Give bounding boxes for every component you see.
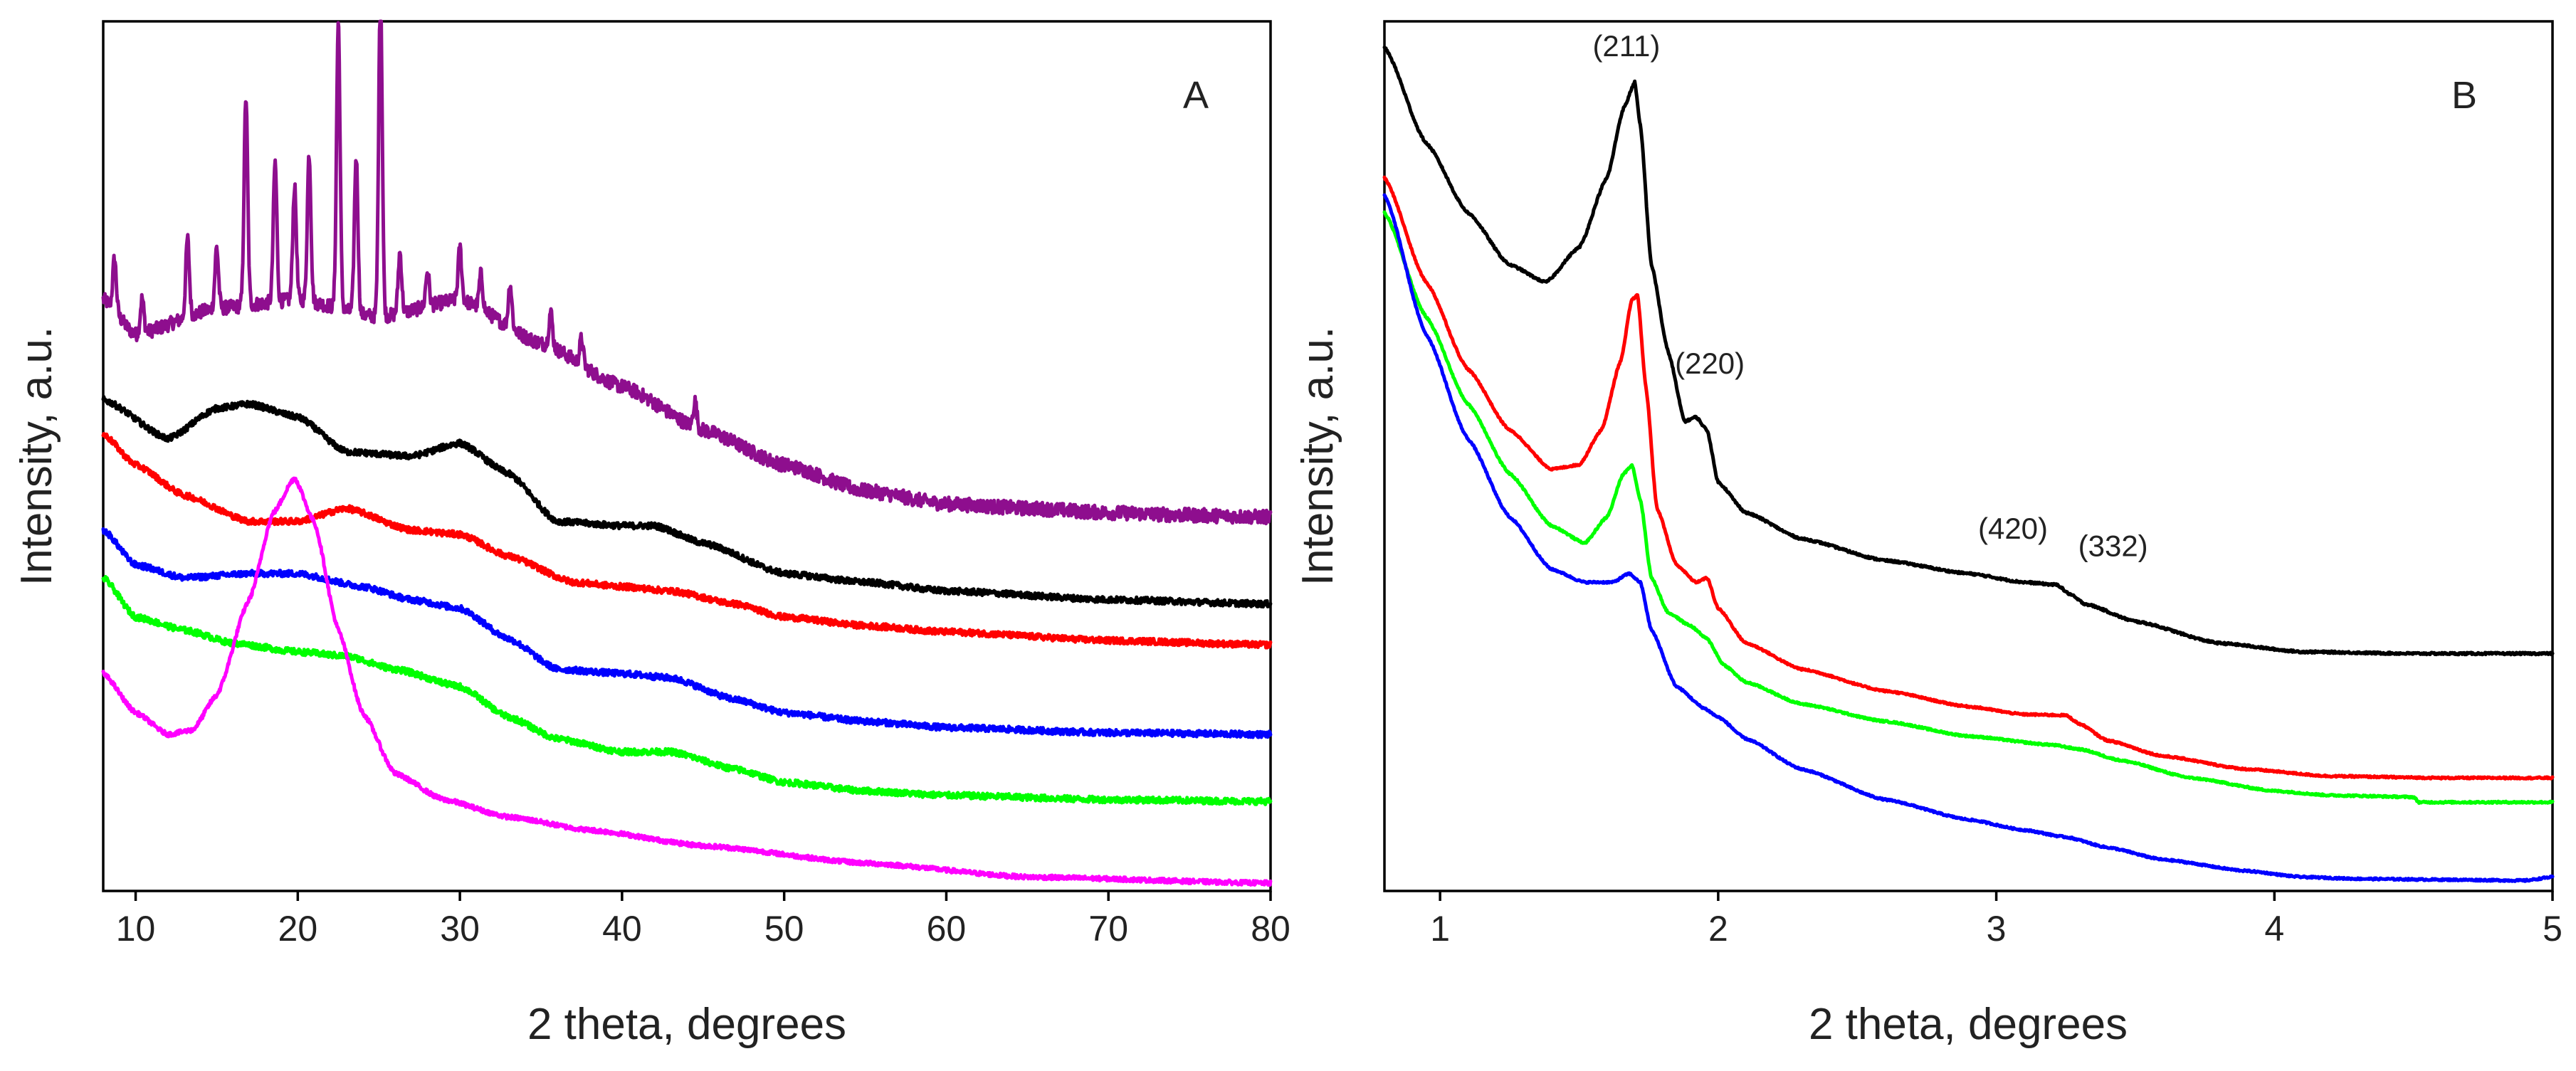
panel-b-series-red bbox=[1382, 175, 2555, 781]
panel-b-x-tick-label: 1 bbox=[1430, 909, 1450, 949]
panel-b-x-tick-label: 2 bbox=[1708, 909, 1728, 949]
panel-a-y-axis-title: Intensity, a.u. bbox=[12, 327, 61, 586]
panel-b-peak-label: (420) bbox=[1978, 512, 2048, 545]
panel-b-plot-frame bbox=[1383, 20, 2554, 892]
panel-a-series-magenta bbox=[101, 476, 1273, 887]
panel-a-x-tick-label: 80 bbox=[1251, 909, 1290, 949]
panel-b-letter: B bbox=[2451, 74, 2477, 117]
panel-b-x-tick-label: 5 bbox=[2543, 909, 2562, 949]
panel-a-x-tick-label: 30 bbox=[440, 909, 480, 949]
panel-a-series-blue bbox=[101, 527, 1273, 739]
panel-a-x-tick-label: 20 bbox=[278, 909, 318, 949]
panel-a-series-red bbox=[101, 432, 1273, 650]
panel-a-letter: A bbox=[1183, 74, 1209, 117]
panel-b-series-blue bbox=[1382, 193, 2555, 883]
panel-a-series-black bbox=[101, 395, 1273, 609]
panel-a: 10 20 30 40 50 60 70 80 A 2 theta, degrees Inte… bbox=[12, 19, 1290, 1049]
panel-b-x-tick-label: 4 bbox=[2264, 909, 2284, 949]
panel-b-peak-label: (211) bbox=[1592, 29, 1660, 63]
panel-a-series-purple bbox=[101, 19, 1273, 526]
panel-a-x-axis-title: 2 theta, degrees bbox=[527, 1000, 846, 1049]
panel-a-series-group bbox=[101, 19, 1273, 887]
panel-b-x-ticks: 1 2 3 4 5 bbox=[1430, 891, 2562, 949]
panel-a-x-tick-label: 60 bbox=[927, 909, 967, 949]
panel-b-peak-labels: (211) (220) (420) (332) bbox=[1592, 29, 2147, 563]
panel-a-x-tick-label: 50 bbox=[764, 909, 804, 949]
panel-b-y-axis-title: Intensity, a.u. bbox=[1293, 327, 1342, 586]
panel-b-peak-label: (332) bbox=[2078, 529, 2148, 563]
panel-b-x-axis-title: 2 theta, degrees bbox=[1809, 1000, 2128, 1049]
panel-a-x-tick-label: 70 bbox=[1088, 909, 1128, 949]
panel-a-x-ticks: 10 20 30 40 50 60 70 80 bbox=[116, 891, 1290, 949]
panel-a-x-tick-label: 40 bbox=[602, 909, 642, 949]
panel-a-plot-frame bbox=[102, 20, 1272, 892]
panel-b-peak-label: (220) bbox=[1675, 347, 1745, 380]
panel-b-x-tick-label: 3 bbox=[1987, 909, 2007, 949]
panel-b-series-green bbox=[1382, 210, 2555, 806]
panel-b: 1 2 3 4 5 (211) (220) (420) (332) B 2 theta, de… bbox=[1293, 20, 2562, 1049]
panel-b-series-group bbox=[1382, 46, 2555, 883]
panel-a-x-tick-label: 10 bbox=[116, 909, 156, 949]
panel-a-series-green bbox=[101, 574, 1273, 806]
panel-b-series-black bbox=[1382, 46, 2555, 657]
